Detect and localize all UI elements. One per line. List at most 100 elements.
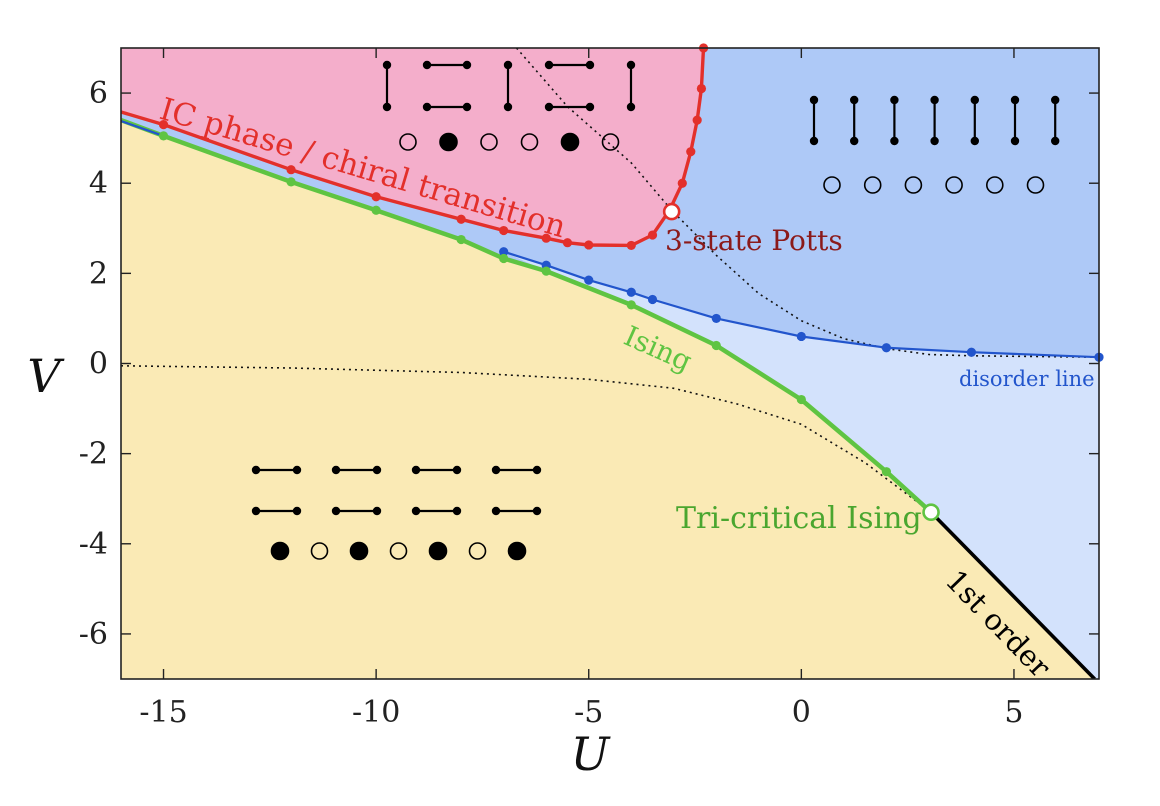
filled-site-icon (270, 541, 290, 561)
y-tick-label: -6 (79, 617, 108, 652)
inset-site (890, 136, 899, 146)
ising-point (626, 300, 636, 310)
inset-site (452, 465, 462, 475)
guide-line-2 (515, 48, 1099, 358)
inset-site (890, 95, 899, 105)
empty-site-icon (985, 176, 1004, 194)
x-tick-label: 0 (792, 695, 811, 730)
ic-line-extension (121, 110, 164, 127)
disorder-line (503, 250, 1099, 359)
inset-incommensurate (382, 60, 636, 152)
inset-site (970, 136, 979, 146)
inset-site (251, 465, 261, 475)
filled-site-icon (560, 132, 580, 152)
ic-point (626, 240, 636, 251)
ic-point (686, 147, 696, 157)
insets (251, 60, 1060, 561)
inset-site (1010, 95, 1020, 105)
inset-site (491, 506, 501, 516)
disorder-point (626, 287, 636, 297)
ic-point (371, 192, 381, 202)
inset-site (585, 60, 595, 70)
inset-dimerized (251, 465, 542, 561)
inset-site (930, 136, 939, 146)
x-tick-label: -10 (352, 695, 400, 730)
empty-site-icon (1026, 176, 1045, 194)
ising-point (499, 253, 509, 264)
inset-site (532, 465, 542, 475)
inset-site (331, 506, 341, 516)
ising-point (158, 131, 169, 141)
empty-site-icon (389, 542, 408, 560)
ic-point (158, 120, 169, 130)
disorder-point (647, 294, 658, 305)
filled-site-icon (349, 541, 369, 561)
inset-site (503, 60, 513, 70)
inset-site (382, 102, 392, 112)
empty-site-icon (520, 133, 539, 151)
empty-site-icon (399, 133, 417, 151)
inset-site (809, 95, 819, 105)
inset-site (251, 506, 261, 516)
ising-point (541, 266, 551, 276)
inset-site (372, 506, 382, 516)
empty-site-icon (945, 176, 963, 194)
disorder-point (584, 275, 594, 285)
ising-point (456, 234, 466, 245)
inset-site (491, 465, 501, 475)
empty-site-icon (601, 133, 620, 151)
empty-site-icon (310, 542, 329, 560)
inset-site (422, 60, 432, 70)
ising-point (371, 205, 381, 215)
inset-site (331, 465, 341, 475)
y-tick-label: 0 (89, 347, 108, 382)
y-tick-label: -4 (79, 527, 108, 562)
inset-site (292, 506, 302, 516)
potts-point (662, 202, 681, 221)
y-axis-title: V (27, 349, 65, 403)
inset-site (503, 102, 513, 112)
ic-point (692, 115, 702, 125)
disorder-point (796, 331, 806, 342)
ic-point (456, 214, 466, 224)
inset-site (532, 506, 542, 516)
filled-site-icon (507, 541, 527, 561)
y-tick-label: 4 (89, 166, 108, 201)
empty-site-icon (863, 176, 882, 194)
inset-site (411, 465, 421, 475)
empty-site-icon (468, 542, 487, 560)
ising-point (711, 340, 721, 351)
filled-site-icon (439, 132, 458, 152)
disorder-point (711, 313, 721, 324)
inset-site (372, 465, 382, 475)
tci-label: Tri-critical Ising (676, 501, 922, 536)
y-tick-label: 6 (89, 76, 108, 111)
ic-point (696, 83, 707, 94)
ic-line (162, 48, 706, 248)
filled-site-icon (428, 541, 448, 561)
ic-point (677, 178, 687, 188)
ising-point (881, 467, 891, 477)
ic-point (647, 230, 658, 240)
inset-site (292, 465, 302, 475)
inset-disordered (809, 95, 1060, 194)
disorder-point (966, 347, 977, 357)
incommensurate-region (121, 48, 704, 246)
data-markers (158, 43, 1104, 522)
x-tick-label: -15 (139, 695, 187, 730)
inset-site (809, 136, 819, 146)
ising-point (796, 394, 806, 405)
ic-point (286, 165, 296, 175)
guide-lines (121, 48, 1099, 513)
dimerized-region (121, 120, 1095, 679)
ic-point (584, 240, 594, 250)
inset-site (382, 60, 392, 70)
disorder-point (881, 343, 891, 353)
inset-site (422, 102, 432, 112)
inset-site (1051, 136, 1060, 146)
x-axis-title: U (571, 727, 612, 781)
inset-site (850, 95, 859, 105)
tci-point (922, 503, 940, 522)
inset-site (544, 102, 554, 112)
